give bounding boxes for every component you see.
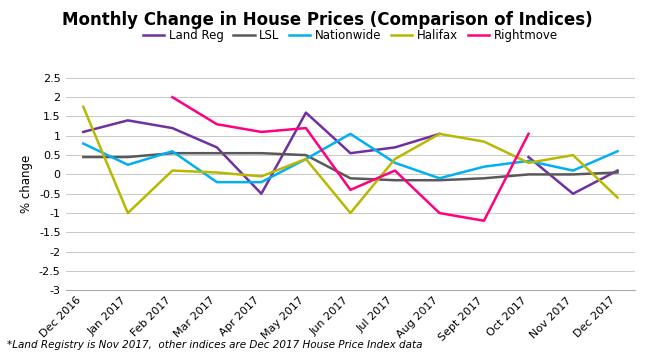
Text: Monthly Change in House Prices (Comparison of Indices): Monthly Change in House Prices (Comparis… — [62, 11, 593, 29]
Legend: Land Reg, LSL, Nationwide, Halifax, Rightmove: Land Reg, LSL, Nationwide, Halifax, Righ… — [138, 24, 563, 46]
Y-axis label: % change: % change — [20, 155, 33, 213]
Text: *Land Registry is Nov 2017,  other indices are Dec 2017 House Price Index data: *Land Registry is Nov 2017, other indice… — [7, 341, 422, 350]
